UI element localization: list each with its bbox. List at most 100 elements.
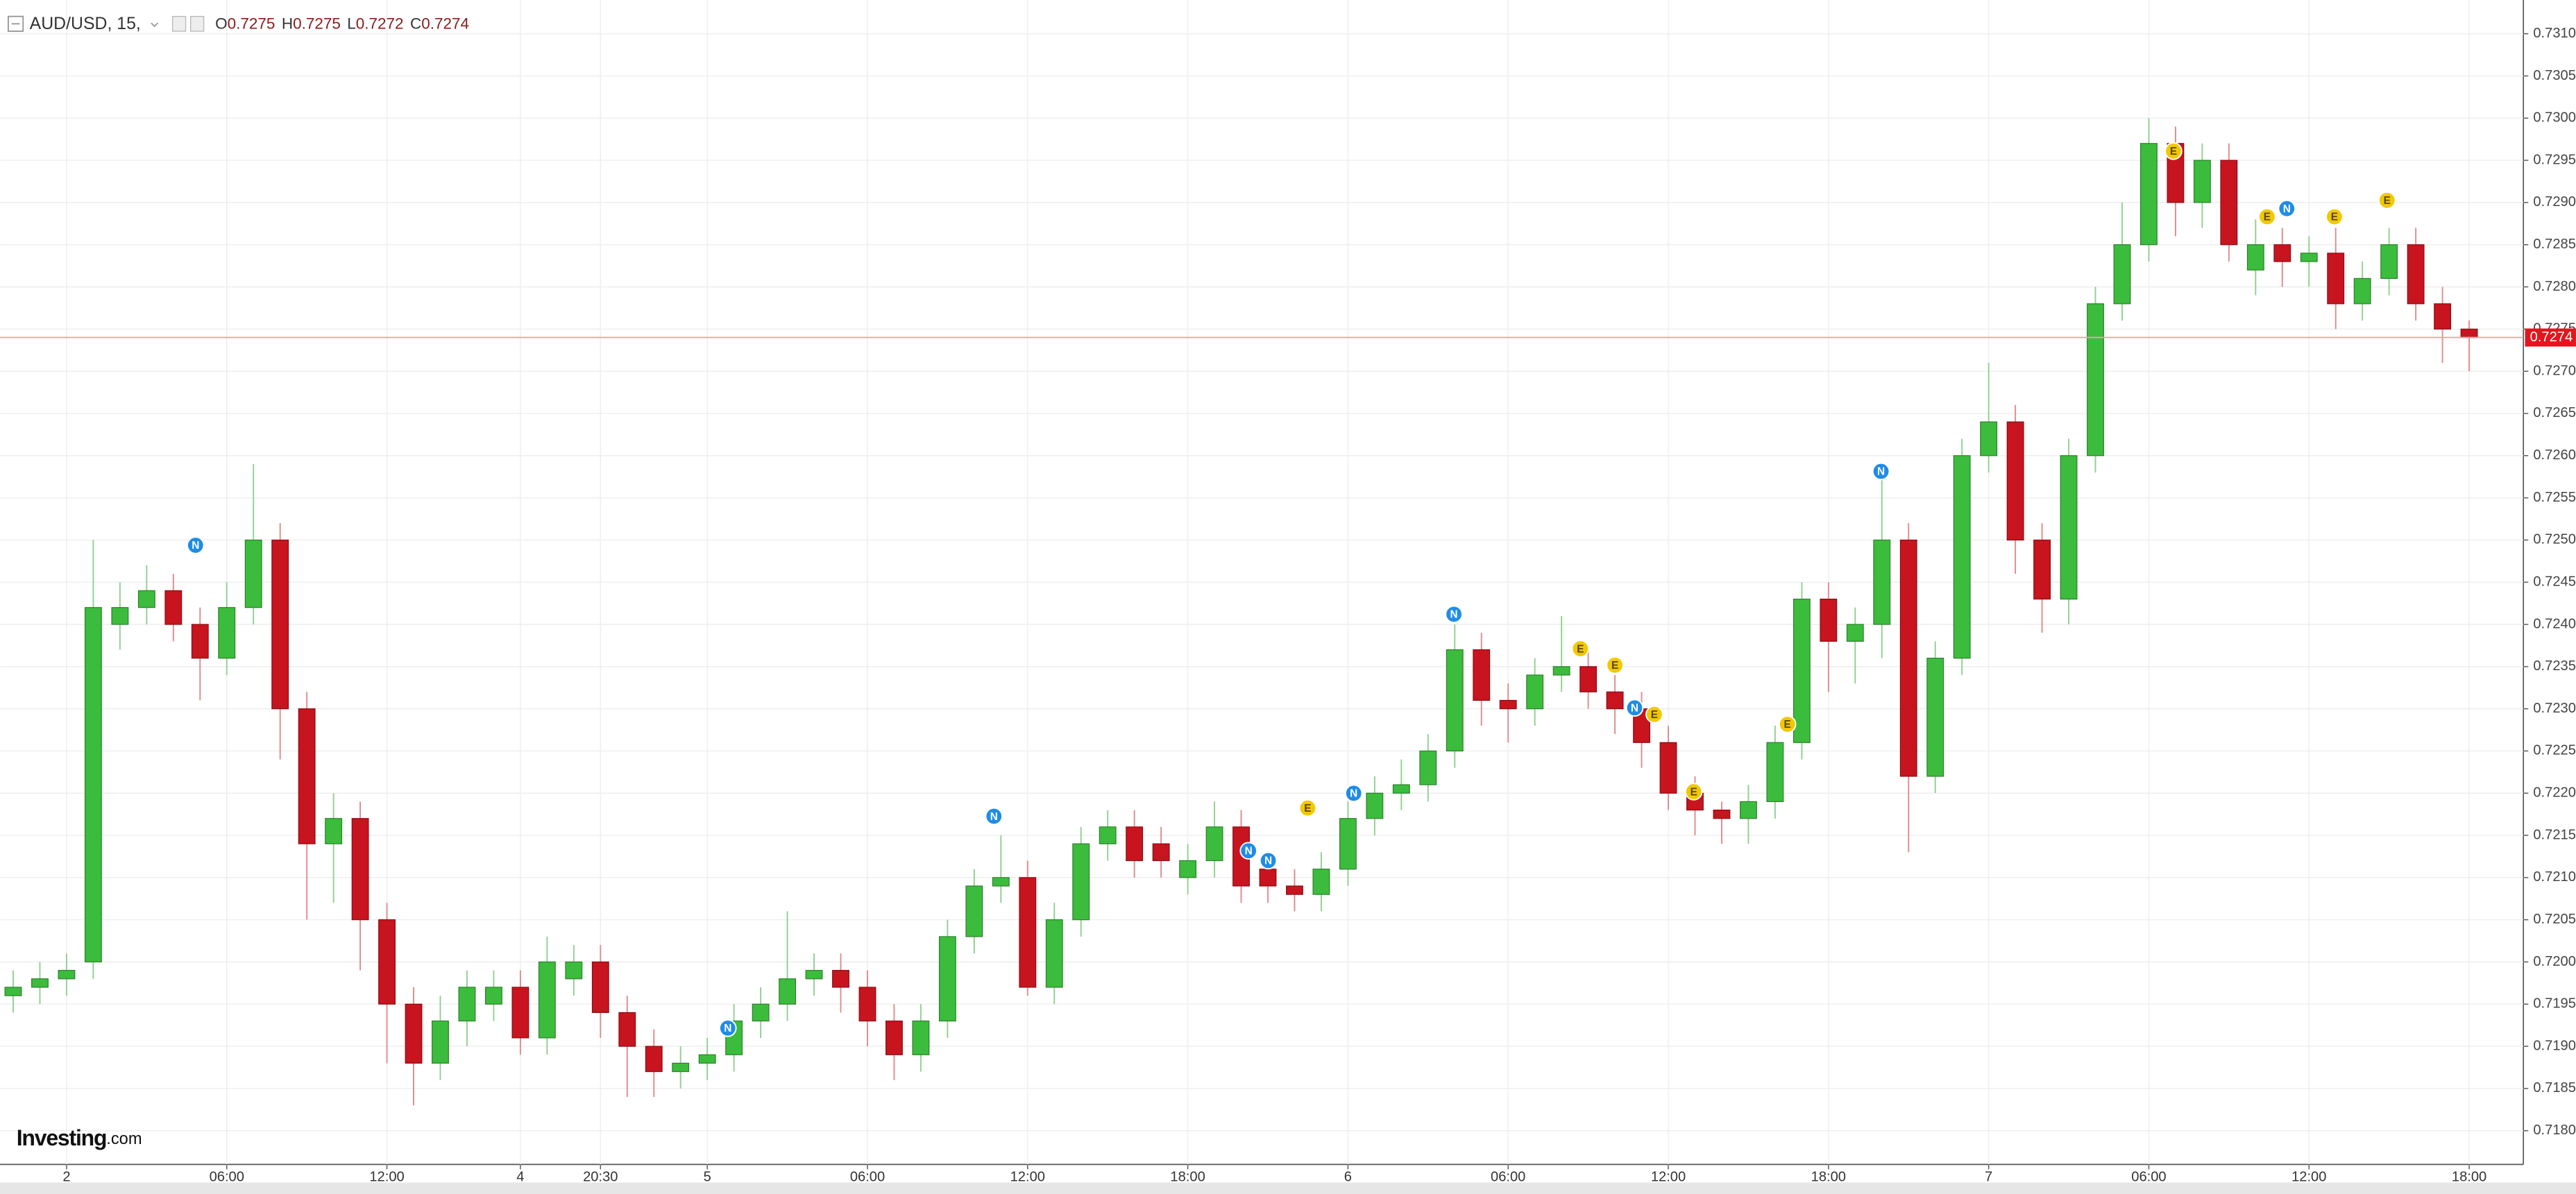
event-badge[interactable] — [2378, 191, 2396, 210]
x-tick-label: 6 — [1344, 1170, 1352, 1185]
ohlc-label: L — [347, 15, 355, 32]
y-tick-label: 0.7295 — [2533, 152, 2576, 167]
candle-body — [1179, 860, 1197, 878]
event-badge[interactable] — [1298, 799, 1317, 817]
candle-body — [1606, 691, 1624, 710]
y-tick-label: 0.7200 — [2533, 954, 2576, 969]
candle-body — [244, 539, 262, 608]
candle-body — [832, 970, 849, 988]
candle-body — [458, 987, 476, 1022]
event-badge[interactable] — [1872, 462, 1890, 481]
settings-icon[interactable] — [171, 15, 187, 32]
candle-body — [1126, 826, 1144, 862]
x-tick-label: 18:00 — [1811, 1170, 1846, 1185]
event-badge[interactable] — [1445, 605, 1463, 624]
collapse-icon[interactable] — [7, 15, 24, 32]
event-badge[interactable] — [1606, 656, 1624, 674]
event-label: E — [1651, 709, 1658, 721]
event-badge[interactable] — [985, 807, 1003, 826]
x-tick-label: 12:00 — [2291, 1170, 2326, 1185]
event-badge[interactable] — [1571, 640, 1590, 658]
event-badge[interactable] — [1625, 699, 1644, 717]
candle-body — [565, 961, 583, 980]
candle-body — [752, 1003, 770, 1022]
event-badge[interactable] — [2164, 142, 2183, 160]
candle-body — [1766, 742, 1784, 803]
event-badge[interactable] — [1344, 784, 1363, 803]
header: AUD/USD, 15, O0.7275 H0.7275 L0.7272 C0.727… — [7, 15, 469, 33]
candle-body — [351, 818, 369, 921]
candle-body — [2407, 244, 2425, 305]
candle-body — [886, 1021, 903, 1055]
candle-body — [1312, 869, 1330, 895]
event-label: E — [1304, 803, 1311, 815]
ohlc-value: 0.7274 — [421, 15, 469, 32]
candle-body — [1980, 421, 1998, 457]
candle-body — [2087, 303, 2104, 457]
candle-body — [2300, 253, 2318, 262]
candle-body — [2434, 303, 2452, 330]
candle-body — [992, 877, 1010, 887]
x-tick-label: 06:00 — [850, 1170, 885, 1185]
x-tick-label: 12:00 — [369, 1170, 404, 1185]
candle-body — [1953, 455, 1971, 659]
candle-body — [1473, 649, 1491, 701]
candle-body — [2273, 244, 2291, 262]
brand-suffix: .com — [106, 1130, 142, 1148]
candle-body — [405, 1003, 423, 1064]
event-badge[interactable] — [2325, 207, 2344, 226]
dropdown-arrow[interactable] — [151, 22, 158, 28]
candle-body — [1205, 826, 1223, 862]
candle-body — [538, 961, 556, 1039]
candle-body — [1820, 598, 1838, 642]
y-tick-label: 0.7190 — [2533, 1038, 2576, 1053]
candle-body — [698, 1054, 716, 1064]
event-label: E — [1611, 660, 1618, 672]
event-badge[interactable] — [1778, 715, 1797, 733]
candle-body — [1286, 885, 1303, 895]
candle-body — [2060, 455, 2078, 600]
event-badge[interactable] — [1239, 842, 1257, 860]
x-tick-label: 5 — [704, 1170, 711, 1185]
event-badge[interactable] — [718, 1019, 737, 1037]
last-price-box — [2525, 328, 2576, 347]
y-tick-label: 0.7225 — [2533, 743, 2576, 758]
y-tick-label: 0.7210 — [2533, 869, 2576, 885]
y-tick-label: 0.7205 — [2533, 912, 2576, 927]
candle-body — [164, 590, 183, 625]
candle-body — [2327, 253, 2345, 305]
candle-body — [1259, 869, 1277, 887]
candle-body — [912, 1021, 930, 1055]
candle-body — [1526, 674, 1544, 710]
candle-body — [511, 987, 529, 1039]
y-tick-label: 0.7260 — [2533, 447, 2576, 463]
ohlc-label: H — [282, 15, 293, 32]
y-tick-label: 0.7240 — [2533, 616, 2576, 631]
close-icon[interactable] — [189, 15, 205, 32]
event-badge[interactable] — [1684, 783, 1703, 801]
event-badge[interactable] — [2278, 199, 2296, 218]
candle-body — [1419, 750, 1437, 785]
candle-body — [965, 885, 983, 937]
event-badge[interactable] — [1645, 705, 1663, 724]
ohlc-value: 0.7275 — [228, 15, 276, 32]
y-tick-label: 0.7305 — [2533, 68, 2576, 83]
event-badge[interactable] — [1259, 851, 1278, 870]
candle-body — [1552, 666, 1570, 676]
candle-body — [2353, 278, 2371, 305]
x-tick-label: 7 — [1985, 1170, 1992, 1185]
candle-body — [2460, 328, 2478, 339]
event-badge[interactable] — [2258, 207, 2276, 226]
candle-body — [1339, 818, 1357, 870]
y-tick-label: 0.7245 — [2533, 574, 2576, 590]
x-tick-label: 12:00 — [1651, 1170, 1686, 1185]
symbol[interactable]: AUD/USD, 15, — [30, 15, 141, 33]
y-tick-label: 0.7215 — [2533, 827, 2576, 842]
candle-body — [1739, 801, 1757, 819]
candle-body — [1846, 624, 1864, 642]
y-tick-label: 0.7310 — [2533, 26, 2576, 41]
candle-body — [618, 1012, 636, 1047]
candle-body — [485, 987, 502, 1005]
event-badge[interactable] — [186, 536, 205, 554]
event-label: E — [1784, 719, 1791, 731]
